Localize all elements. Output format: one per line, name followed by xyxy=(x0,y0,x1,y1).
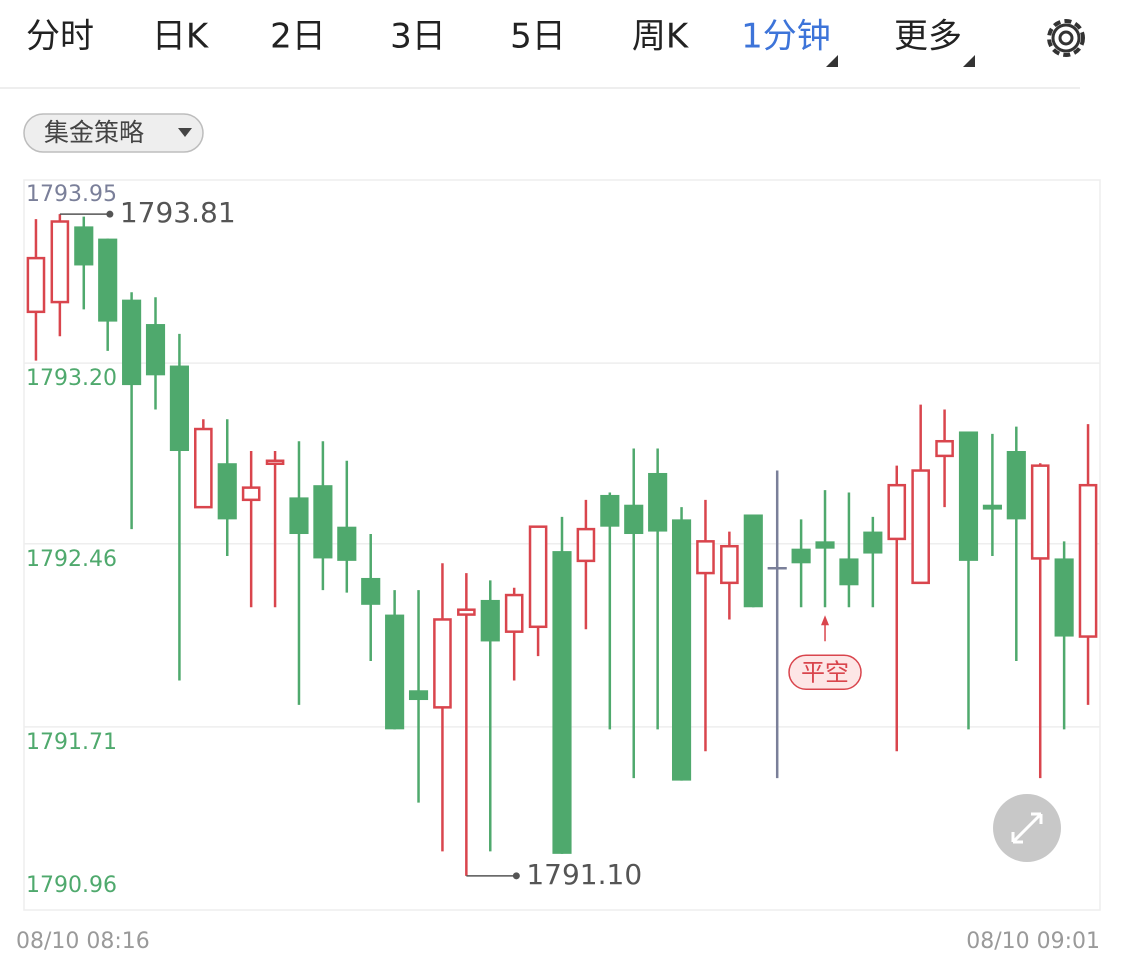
strategy-button[interactable]: 集金策略 xyxy=(23,113,204,153)
tab[interactable]: 1分钟 xyxy=(741,17,831,57)
extreme-label: 1791.10 xyxy=(526,858,642,891)
candle-body xyxy=(743,514,763,608)
tab-caret xyxy=(826,55,838,67)
candle-body xyxy=(911,469,930,585)
candle-body xyxy=(1006,451,1026,520)
candle-body xyxy=(50,220,70,304)
tab[interactable]: 2日 xyxy=(270,17,326,57)
candle-body xyxy=(1054,558,1074,637)
expand-button[interactable] xyxy=(993,794,1061,862)
candle-body xyxy=(576,527,596,563)
gear-ring xyxy=(1051,23,1081,53)
candle-body xyxy=(1078,483,1098,638)
candle-body xyxy=(169,365,189,452)
candle-body xyxy=(480,599,500,642)
candle-body xyxy=(696,540,715,575)
candle-body xyxy=(839,558,859,586)
tab[interactable]: 3日 xyxy=(390,17,446,57)
x-end-label: 08/10 09:01 xyxy=(966,929,1100,954)
y-tick-label: 1792.46 xyxy=(26,547,117,572)
candle-body xyxy=(74,226,94,266)
candle-body xyxy=(313,485,333,559)
strategy-label: 集金策略 xyxy=(44,118,144,147)
candle-body xyxy=(624,504,644,535)
tab[interactable]: 分时 xyxy=(26,17,94,57)
candle-body xyxy=(408,690,429,701)
signal-arrowhead xyxy=(821,615,830,626)
candle-body xyxy=(289,497,309,535)
candle-body xyxy=(361,577,381,605)
tab[interactable]: 5日 xyxy=(510,17,566,57)
y-tick-label: 1793.20 xyxy=(26,366,117,391)
strategy-caret xyxy=(178,128,192,137)
tab[interactable]: 日K xyxy=(152,17,210,57)
candle-body xyxy=(433,618,452,709)
candle-body xyxy=(26,256,46,314)
candle-body xyxy=(720,544,739,585)
candle-body xyxy=(887,483,907,541)
x-start-label: 08/10 08:16 xyxy=(16,929,150,954)
y-tick-label: 1791.71 xyxy=(26,730,117,755)
strategy-pill xyxy=(23,113,204,153)
gear-teeth xyxy=(1047,19,1085,57)
tab[interactable]: 周K xyxy=(632,17,690,57)
leader-dot xyxy=(512,872,520,880)
tab-caret xyxy=(963,55,975,67)
signal-pill xyxy=(788,654,862,691)
candle-body xyxy=(504,593,524,633)
candle-body xyxy=(145,324,166,376)
candle-body xyxy=(528,525,548,629)
y-tick-label: 1793.95 xyxy=(26,182,117,207)
candle-body xyxy=(265,459,285,466)
extreme-label: 1793.81 xyxy=(120,196,236,229)
settings-icon[interactable] xyxy=(1047,19,1085,57)
candle-body xyxy=(552,551,572,854)
candle-body xyxy=(982,504,1002,510)
candle-body xyxy=(863,531,883,554)
candle-body xyxy=(122,299,142,386)
signal-label: 平空 xyxy=(801,658,849,686)
candle-body xyxy=(217,463,237,520)
gear-hub xyxy=(1058,30,1074,46)
candle-body xyxy=(791,548,811,564)
tab[interactable]: 更多 xyxy=(894,17,962,57)
candle-body xyxy=(1030,464,1050,560)
candle-body xyxy=(935,439,954,458)
candle-body xyxy=(194,427,213,509)
candle-body xyxy=(600,494,620,527)
candle-body xyxy=(241,486,261,502)
candle-body xyxy=(648,472,668,532)
plot-frame xyxy=(23,179,1101,911)
candle-body xyxy=(671,519,692,781)
expand-arrows xyxy=(1011,812,1043,844)
candle-body xyxy=(958,431,979,561)
candle-body xyxy=(98,238,118,322)
candle-body xyxy=(457,608,476,616)
candle-body xyxy=(385,614,405,730)
candle-body xyxy=(337,526,357,561)
y-tick-label: 1790.96 xyxy=(26,873,117,898)
leader-dot xyxy=(106,210,114,218)
candle-body xyxy=(815,541,835,549)
